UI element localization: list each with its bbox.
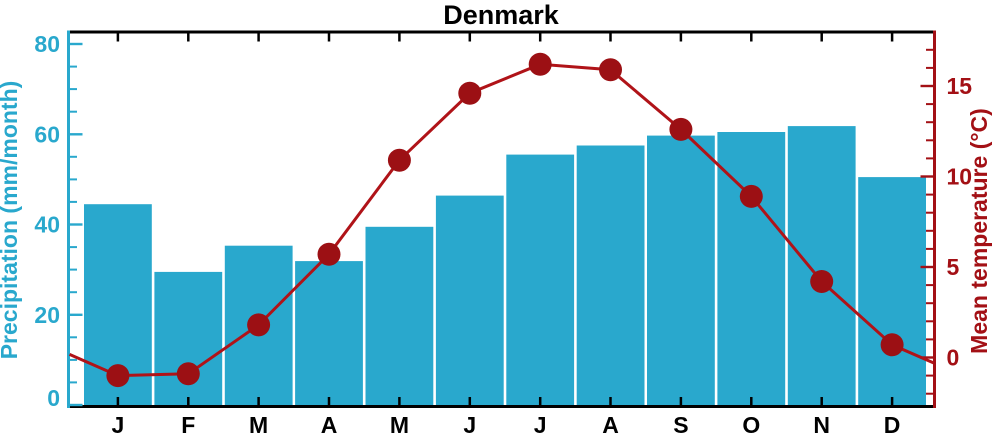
month-label-4: M (390, 412, 409, 438)
temperature-point-10 (810, 270, 834, 293)
temperature-point-11 (880, 333, 904, 357)
temperature-point-4 (387, 148, 411, 172)
month-label-2: M (249, 412, 268, 438)
chart-title: Denmark (443, 0, 560, 30)
precip-bar-11 (858, 177, 926, 407)
precip-bar-4 (365, 226, 434, 407)
temperature-point-5 (458, 81, 482, 105)
left-axis-title: Precipitation (mm/month) (0, 81, 22, 360)
left-tick-label: 80 (34, 31, 60, 57)
precip-bar-3 (295, 261, 363, 407)
temperature-point-0 (106, 364, 130, 388)
precip-bar-10 (787, 126, 856, 407)
month-label-3: A (321, 412, 338, 438)
temperature-point-1 (176, 362, 200, 386)
temperature-point-2 (247, 313, 271, 337)
precip-bar-7 (576, 145, 645, 407)
precipitation-bars (84, 126, 926, 407)
precip-bar-8 (647, 135, 715, 407)
precip-bar-6 (506, 154, 575, 407)
precip-bar-1 (154, 271, 223, 407)
precip-bar-9 (717, 132, 786, 407)
left-tick-label: 60 (34, 121, 60, 147)
month-label-1: F (181, 412, 195, 438)
right-tick-label: 10 (947, 164, 973, 190)
right-tick-label: 5 (947, 254, 960, 280)
left-tick-label: 40 (34, 212, 60, 238)
temperature-point-9 (739, 184, 763, 208)
month-label-6: J (534, 412, 547, 438)
right-tick-label: 0 (947, 345, 960, 371)
temperature-point-7 (599, 58, 622, 82)
month-label-11: D (884, 412, 901, 438)
month-label-10: N (813, 412, 830, 438)
left-tick-label: 0 (47, 385, 60, 411)
temperature-point-3 (317, 242, 341, 266)
right-tick-label: 15 (947, 73, 973, 99)
right-axis-title: Mean temperature (°C) (966, 108, 992, 354)
month-label-0: J (112, 412, 125, 438)
month-label-9: O (742, 412, 760, 438)
month-label-5: J (463, 412, 476, 438)
temperature-point-8 (669, 117, 693, 141)
month-label-8: S (673, 412, 688, 438)
temperature-series (68, 52, 935, 388)
axes-and-ticks: 0 20 40 60 80 0 5 10 15 J F M A M J J A S O N D (34, 30, 973, 438)
month-label-7: A (602, 412, 619, 438)
temperature-point-6 (528, 52, 552, 76)
precip-bar-5 (435, 195, 504, 407)
temperature-line (68, 62, 935, 378)
left-tick-label: 20 (34, 302, 60, 328)
